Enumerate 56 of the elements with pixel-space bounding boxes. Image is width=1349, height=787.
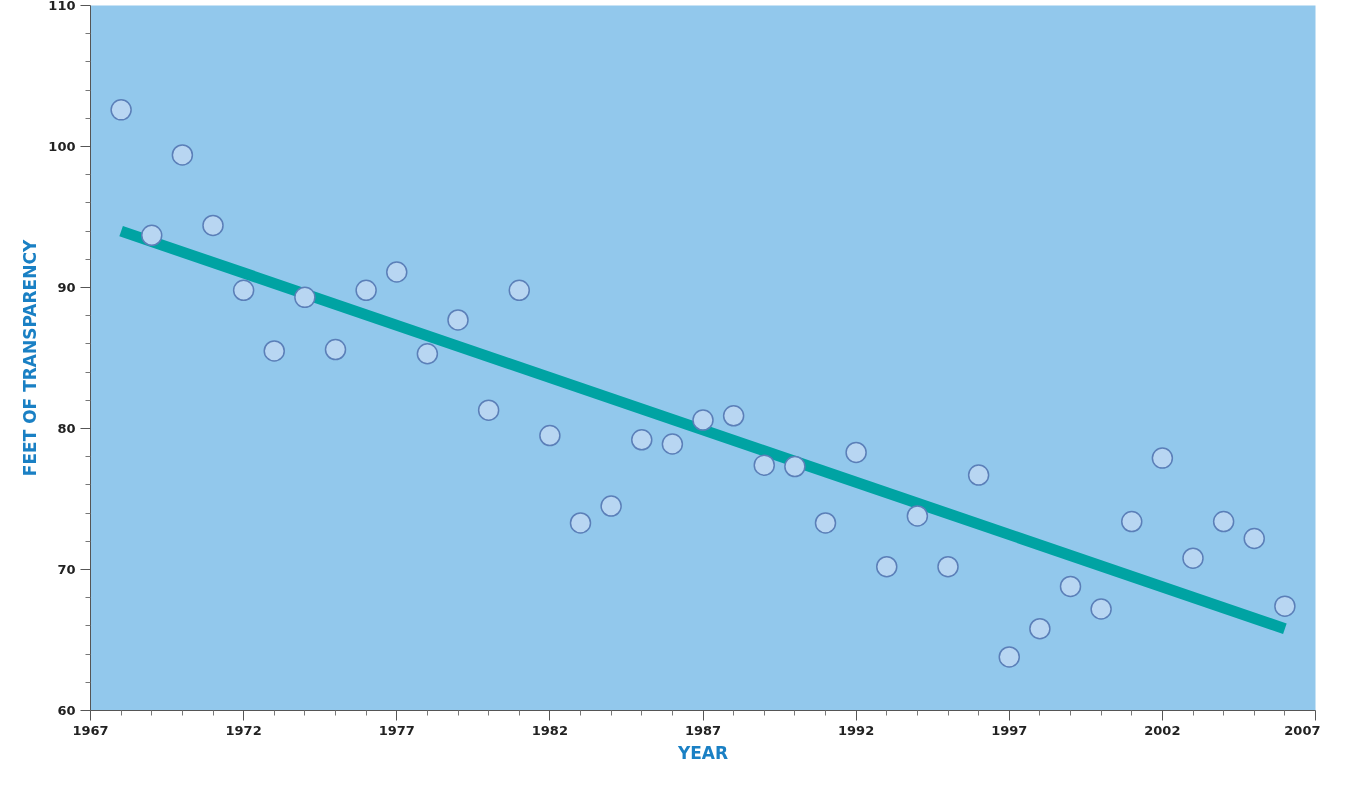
x-tick-label: 1987: [684, 722, 722, 738]
y-tick-label: 100: [48, 139, 76, 154]
y-tick-label: 80: [57, 421, 76, 436]
x-tick-label: 1997: [991, 722, 1028, 738]
y-tick-label: 70: [57, 562, 76, 577]
y-tick-label: 90: [57, 280, 76, 295]
point: [906, 505, 929, 527]
point: [631, 429, 653, 451]
point: [508, 279, 530, 302]
point: [1090, 598, 1112, 620]
point: [1182, 547, 1204, 569]
x-tick-label: 1982: [531, 722, 568, 738]
point: [937, 555, 959, 578]
x-tick-label: 1972: [225, 722, 262, 738]
point: [967, 464, 990, 486]
point: [202, 214, 224, 237]
x-tick-label: 1992: [838, 722, 875, 738]
point: [416, 343, 439, 365]
point: [1121, 510, 1143, 533]
point: [539, 424, 561, 447]
y-tick-label: 60: [57, 703, 76, 718]
point: [294, 286, 316, 309]
point: [784, 455, 806, 478]
point: [722, 405, 745, 427]
point: [141, 224, 163, 247]
point: [110, 99, 132, 121]
point: [324, 338, 347, 361]
point: [600, 495, 622, 517]
point: [753, 454, 775, 476]
point: [1151, 447, 1174, 469]
point: [692, 409, 714, 431]
point: [232, 279, 255, 302]
point: [1029, 617, 1051, 640]
x-axis-title: YEAR: [676, 742, 729, 763]
point: [1243, 527, 1265, 550]
x-tick-label: 2007: [1284, 722, 1321, 738]
point: [569, 512, 592, 534]
x-tick-label: 1967: [72, 722, 109, 738]
point: [814, 512, 837, 534]
y-tick-label: 110: [48, 0, 76, 13]
point: [1059, 575, 1082, 598]
x-tick-label: 1977: [378, 722, 415, 738]
point: [1274, 595, 1296, 617]
point: [998, 646, 1020, 668]
point: [1212, 510, 1235, 533]
point: [386, 261, 408, 283]
point: [447, 309, 469, 331]
point: [845, 441, 867, 464]
point: [355, 279, 377, 302]
point: [263, 340, 285, 362]
y-axis-title: FEET OF TRANSPARENCY: [20, 239, 41, 477]
point: [876, 555, 898, 578]
x-tick-label: 2002: [1144, 722, 1181, 738]
point: [477, 399, 500, 421]
point: [661, 433, 684, 455]
point: [171, 144, 194, 166]
